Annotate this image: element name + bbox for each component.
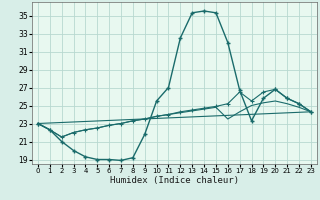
X-axis label: Humidex (Indice chaleur): Humidex (Indice chaleur) (110, 176, 239, 185)
